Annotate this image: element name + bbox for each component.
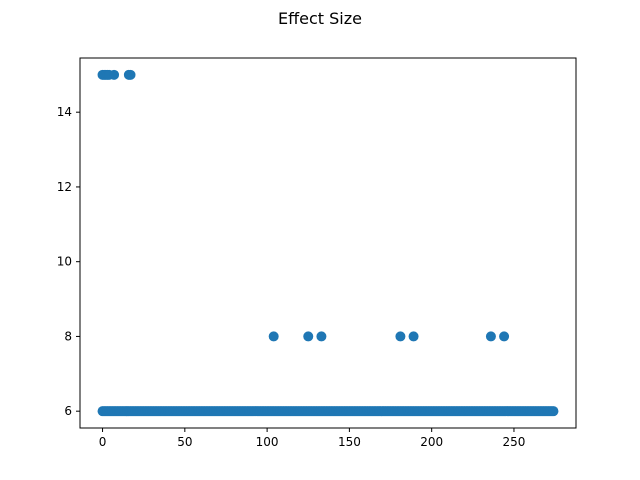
y-tick-label: 6 — [64, 404, 72, 418]
chart-title: Effect Size — [278, 9, 362, 28]
data-point — [268, 331, 279, 342]
x-tick-label: 150 — [338, 435, 361, 449]
plot-frame — [79, 57, 577, 429]
data-point — [316, 331, 327, 342]
y-tick-label: 8 — [64, 329, 72, 343]
data-point — [303, 331, 314, 342]
x-axis: 0 50 100 150 200 250 — [99, 428, 526, 449]
data-points — [97, 69, 559, 417]
data-point — [395, 331, 406, 342]
y-tick-label: 10 — [57, 255, 72, 269]
data-point — [125, 69, 136, 80]
data-point — [485, 331, 496, 342]
y-tick-label: 14 — [57, 105, 72, 119]
data-point — [548, 406, 559, 417]
x-tick-label: 200 — [420, 435, 443, 449]
data-point — [408, 331, 419, 342]
data-point — [109, 69, 120, 80]
x-tick-label: 50 — [177, 435, 192, 449]
x-tick-label: 100 — [256, 435, 279, 449]
y-axis: 6 8 10 12 14 — [57, 105, 80, 418]
data-point — [499, 331, 510, 342]
x-tick-label: 0 — [99, 435, 107, 449]
y-tick-label: 12 — [57, 180, 72, 194]
x-tick-label: 250 — [503, 435, 526, 449]
